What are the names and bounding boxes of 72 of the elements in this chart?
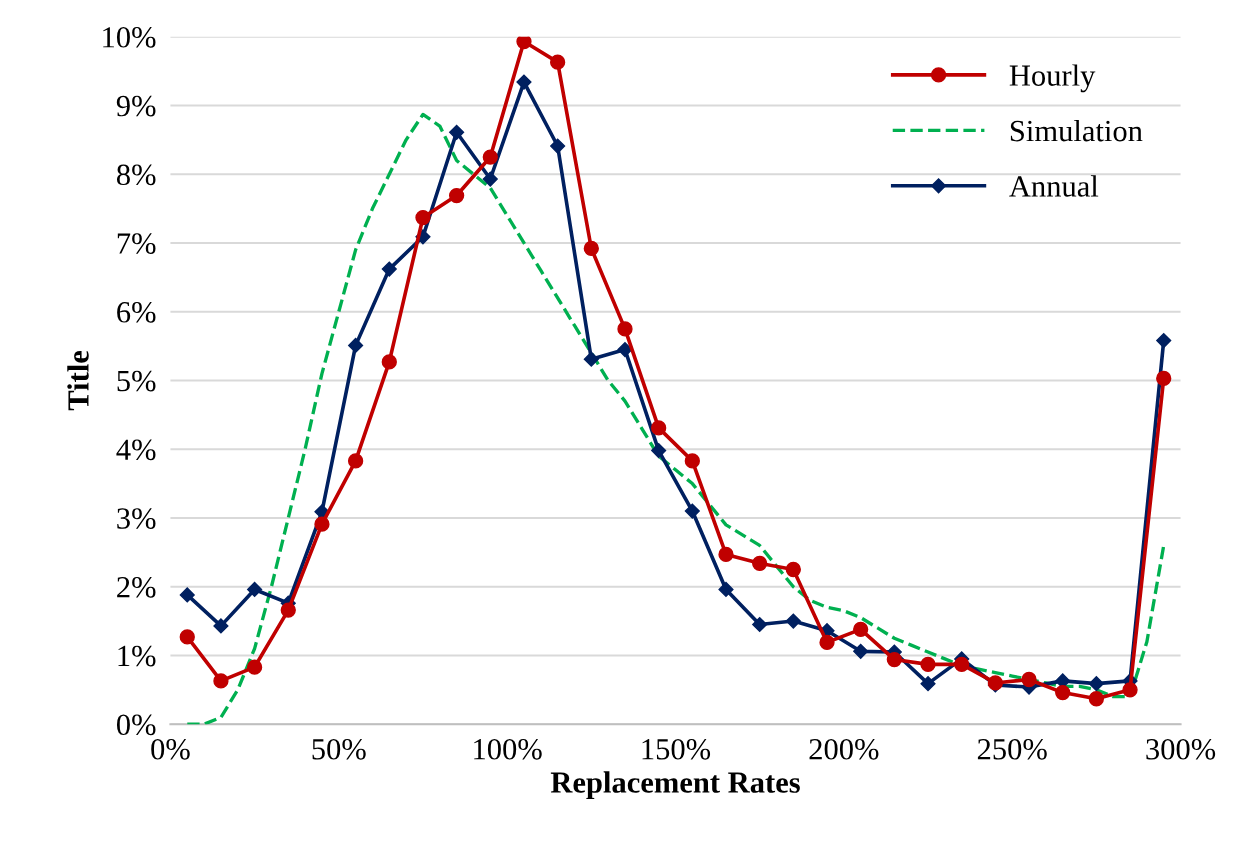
point [651, 443, 667, 459]
point [1055, 684, 1071, 701]
point [617, 341, 633, 358]
x-tick-label: 50% [312, 738, 366, 760]
point [482, 149, 498, 165]
point [954, 656, 970, 673]
y-axis-title: Title [67, 350, 89, 411]
point [314, 516, 330, 532]
point [213, 618, 229, 634]
point [213, 673, 229, 689]
point [1021, 671, 1037, 688]
point [785, 613, 801, 629]
point [583, 351, 599, 367]
y-tick-label: 8% [116, 164, 156, 186]
point [920, 676, 936, 692]
legend-label: Annual [1009, 175, 1099, 197]
point [684, 453, 700, 469]
legend-label: Simulation [1010, 119, 1143, 142]
point [920, 656, 936, 673]
y-tick-label: 2% [117, 576, 156, 598]
point [516, 36, 532, 50]
point [651, 420, 667, 436]
y-tick-label: 5% [117, 370, 156, 392]
x-tick-label: 250% [977, 738, 1047, 760]
point [819, 634, 835, 651]
point [448, 187, 465, 204]
legend-label: Hourly [1009, 64, 1096, 93]
point [516, 74, 532, 90]
point [348, 337, 364, 353]
point [550, 138, 566, 154]
point [785, 561, 801, 578]
point [1088, 691, 1105, 707]
point [246, 659, 263, 675]
x-tick-label: 200% [809, 738, 879, 760]
point [684, 503, 700, 519]
x-tick-label: 100% [474, 738, 542, 760]
x-tick-label: 300% [1146, 738, 1216, 760]
point [1122, 682, 1138, 698]
x-tick-label: 0% [151, 738, 190, 760]
y-tick-label: 9% [116, 95, 156, 117]
y-tick-label: 1% [118, 645, 156, 667]
point [752, 555, 768, 571]
point [247, 581, 263, 598]
y-tick-label: 7% [117, 233, 156, 254]
point [347, 453, 364, 469]
point [752, 616, 768, 633]
y-tick-label: 6% [117, 301, 156, 323]
point [583, 240, 599, 257]
x-axis-title: Replacement Rates [550, 771, 800, 800]
y-tick-label: 10% [103, 27, 156, 48]
point [1156, 333, 1172, 349]
point [853, 621, 869, 637]
point [718, 546, 734, 563]
point [415, 209, 431, 226]
point [718, 581, 734, 598]
y-tick-label: 4% [116, 439, 156, 461]
point [617, 321, 633, 337]
point [381, 354, 397, 370]
point [853, 643, 869, 659]
x-tick-label: 150% [642, 738, 711, 760]
point [179, 587, 195, 603]
point [280, 602, 296, 618]
point [1088, 676, 1104, 692]
y-tick-label: 0% [116, 714, 156, 736]
point [482, 171, 498, 187]
point [449, 124, 465, 140]
point [550, 54, 566, 70]
point [1156, 370, 1172, 387]
point [179, 629, 195, 645]
point [381, 261, 397, 277]
point [886, 651, 902, 668]
y-tick-label: 3% [117, 508, 156, 529]
